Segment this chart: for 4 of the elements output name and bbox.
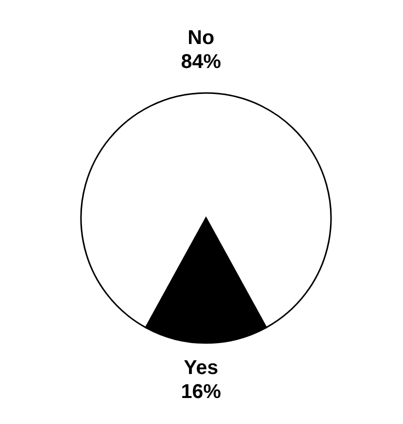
slice-label: Yes [184, 357, 218, 379]
slice-label: No [188, 27, 214, 49]
data-label: 84% [180, 51, 222, 73]
data-label: 16% [180, 381, 222, 403]
